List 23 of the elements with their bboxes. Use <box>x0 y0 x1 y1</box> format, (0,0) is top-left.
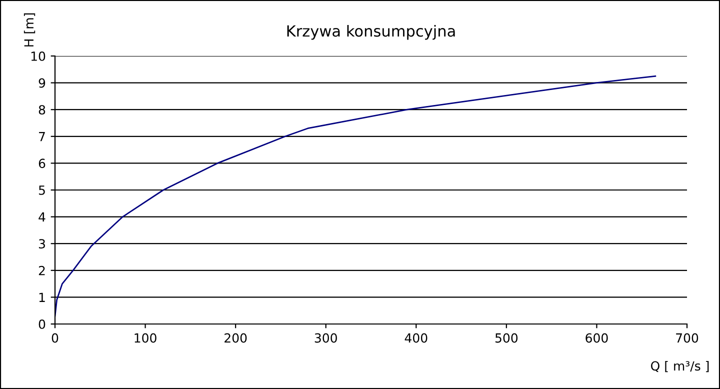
y-tick-label: 3 <box>38 239 45 249</box>
y-axis-title: H [m] <box>24 13 36 46</box>
x-tick-label: 700 <box>676 333 698 343</box>
y-tick-label: 8 <box>38 105 46 115</box>
line-series <box>55 75 656 317</box>
y-tick-label: 0 <box>38 319 46 329</box>
x-tick-label: 0 <box>52 333 58 343</box>
y-tick-label: 6 <box>38 158 46 168</box>
y-tick-label: 10 <box>31 51 46 61</box>
x-tick-label: 100 <box>134 333 156 343</box>
x-tick-label: 500 <box>495 333 518 343</box>
y-tick-label: 5 <box>38 186 45 195</box>
x-tick-label: 400 <box>404 333 428 343</box>
chart-title: Krzywa konsumpcyjna <box>287 24 455 40</box>
y-tick-label: 7 <box>39 132 45 142</box>
y-tick-label: 4 <box>38 212 46 222</box>
x-tick-label: 600 <box>586 333 608 343</box>
y-tick-label: 2 <box>38 266 45 276</box>
y-tick-label: 1 <box>39 292 45 302</box>
y-tick-label: 9 <box>38 78 46 88</box>
x-axis-title: Q [ m³/s ] <box>650 360 709 372</box>
x-tick-label: 300 <box>314 333 337 343</box>
x-tick-label: 200 <box>224 333 247 343</box>
